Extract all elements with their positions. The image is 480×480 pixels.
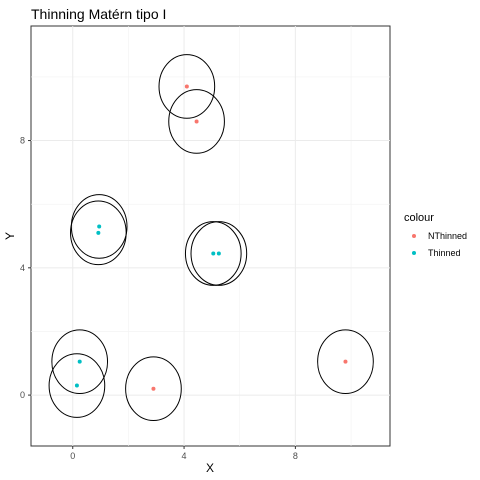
- legend-label-thinned: Thinned: [428, 248, 461, 258]
- y-tick-label: 0: [20, 390, 25, 400]
- legend: colour NThinned Thinned: [404, 212, 467, 258]
- legend-key-nthinned: [412, 234, 416, 238]
- grid: [31, 26, 390, 446]
- data-point-thinned: [96, 230, 101, 235]
- x-tick-label: 4: [182, 451, 187, 461]
- y-tick-label: 4: [20, 263, 25, 273]
- data-point-nthinned: [343, 359, 348, 364]
- chart-title: Thinning Matérn tipo I: [31, 6, 166, 22]
- plot-panel: [30, 25, 391, 447]
- data-point-thinned: [77, 359, 82, 364]
- data-point-thinned: [74, 383, 79, 388]
- circles: [48, 54, 374, 422]
- influence-circle: [168, 89, 225, 154]
- y-axis-title: Y: [3, 232, 17, 240]
- points: [74, 84, 348, 391]
- influence-circle: [190, 221, 248, 286]
- influence-circle: [125, 356, 182, 422]
- influence-circle: [184, 221, 242, 286]
- x-axis-title: X: [206, 461, 214, 475]
- x-tick-label: 8: [293, 451, 298, 461]
- influence-circle: [48, 353, 106, 418]
- legend-key-thinned: [412, 251, 416, 255]
- data-point-thinned: [216, 251, 221, 256]
- x-tick-label: 0: [70, 451, 75, 461]
- y-tick-label: 8: [20, 136, 25, 146]
- data-point-thinned: [97, 224, 102, 229]
- influence-circle: [158, 54, 216, 119]
- influence-circle: [51, 329, 109, 395]
- data-point-nthinned: [194, 119, 199, 124]
- influence-circle: [70, 200, 127, 266]
- legend-label-nthinned: NThinned: [428, 231, 467, 241]
- data-point-nthinned: [151, 386, 156, 391]
- influence-circle: [317, 329, 374, 395]
- data-point-thinned: [211, 251, 216, 256]
- data-point-nthinned: [184, 84, 189, 89]
- legend-title: colour: [404, 212, 434, 224]
- ticks: 0 4 8 0 4 8: [20, 136, 298, 461]
